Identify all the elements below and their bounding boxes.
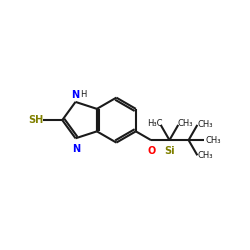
Text: CH₃: CH₃ bbox=[198, 151, 213, 160]
Text: CH₃: CH₃ bbox=[198, 120, 213, 129]
Text: N: N bbox=[72, 144, 80, 154]
Text: H₃C: H₃C bbox=[147, 119, 162, 128]
Text: CH₃: CH₃ bbox=[177, 119, 193, 128]
Text: CH₃: CH₃ bbox=[205, 136, 221, 145]
Text: Si: Si bbox=[164, 146, 175, 156]
Text: O: O bbox=[147, 146, 156, 156]
Text: H: H bbox=[80, 90, 86, 99]
Text: SH: SH bbox=[29, 115, 44, 125]
Text: N: N bbox=[71, 90, 79, 100]
